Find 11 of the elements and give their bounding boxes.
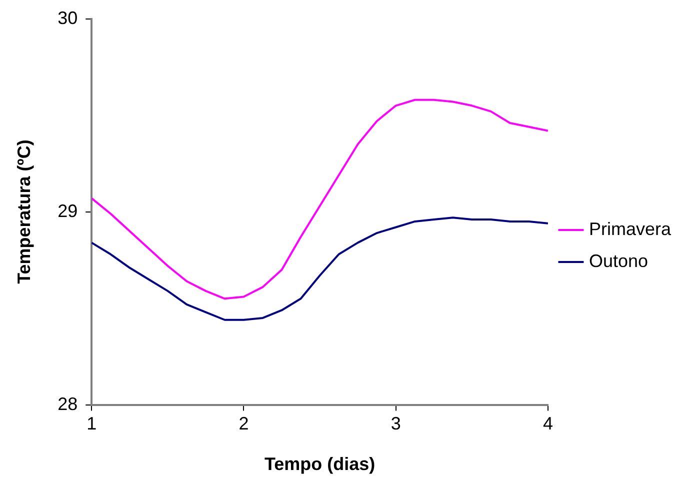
x-tick-label: 4 [542, 414, 553, 434]
legend-label: Outono [588, 250, 648, 271]
y-tick-label: 29 [58, 200, 78, 221]
legend-label: Primavera [588, 218, 672, 239]
y-axis-title: Temperatura (ºC) [14, 140, 34, 284]
x-tick-label: 2 [238, 414, 249, 434]
x-tick-label: 3 [390, 414, 401, 434]
y-tick-label: 28 [58, 394, 78, 414]
x-axis-title: Tempo (dias) [264, 454, 376, 474]
y-tick-label: 30 [58, 8, 78, 28]
x-tick-label: 1 [86, 414, 97, 434]
